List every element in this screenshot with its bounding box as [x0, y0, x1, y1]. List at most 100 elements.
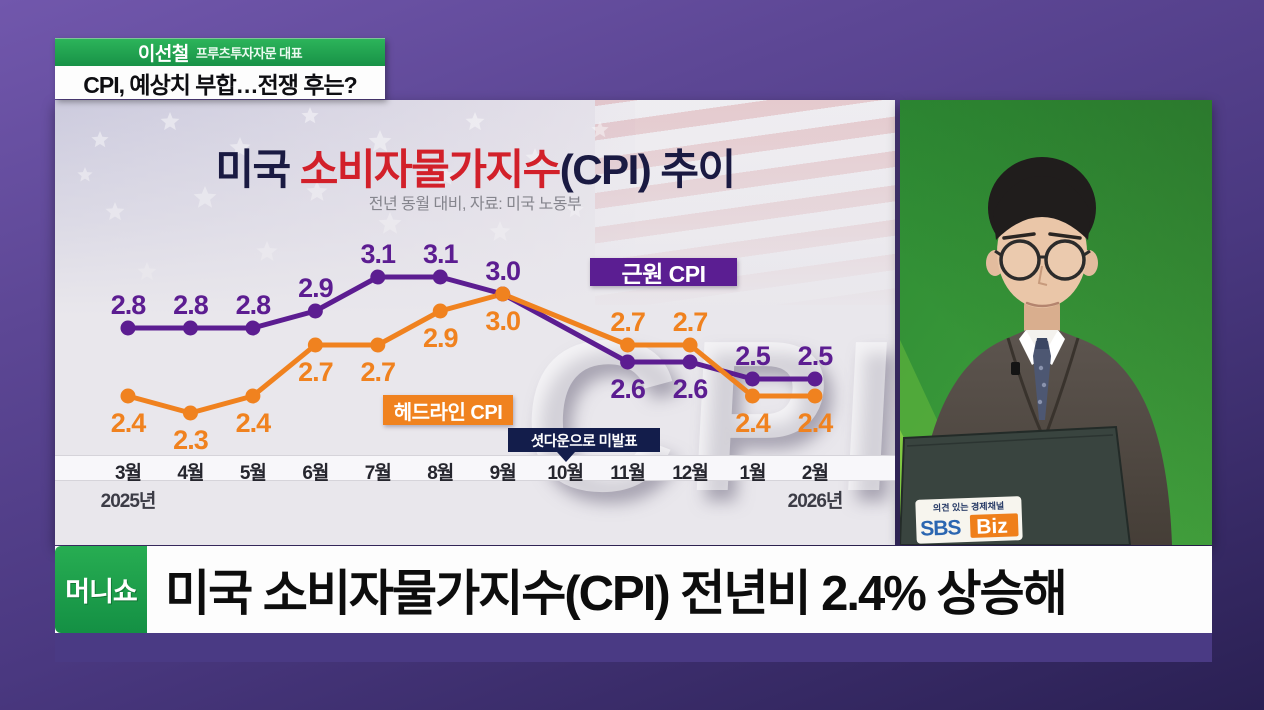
- value-label: 2.4: [735, 408, 771, 438]
- data-point: [745, 371, 760, 387]
- x-tick-11월: 11월: [610, 463, 646, 484]
- glasses-right-lens: [1044, 239, 1086, 281]
- speaker-name-bar: 이선철 프루츠투자자문 대표: [55, 38, 385, 66]
- value-label: 2.3: [173, 425, 209, 455]
- data-point: [807, 371, 823, 387]
- moneyshow-logo: 머니쇼: [55, 546, 147, 633]
- x-axis-year-2026: 2026년: [787, 491, 844, 512]
- topic-text: CPI, 예상치 부합…전쟁 후는?: [83, 71, 357, 98]
- value-label: 2.4: [798, 408, 834, 438]
- x-tick-8월: 8월: [427, 463, 454, 484]
- x-axis-year-2025: 2025년: [100, 491, 157, 512]
- tie-pattern: [1041, 382, 1047, 388]
- studio-video-panel: 의견 있는 경제채널 SBS Biz: [900, 100, 1212, 545]
- laptop: 의견 있는 경제채널 SBS Biz: [900, 425, 1132, 545]
- speaker-job-title: 프루츠투자자문 대표: [195, 46, 303, 61]
- value-label: 2.9: [298, 273, 334, 303]
- flag-fade-overlay: [55, 100, 895, 315]
- data-point: [120, 320, 136, 336]
- data-point: [620, 337, 636, 353]
- x-tick-4월: 4월: [177, 463, 204, 484]
- value-label: 3.1: [361, 239, 397, 269]
- data-point: [620, 354, 636, 370]
- legend-headline-cpi: 헤드라인 CPI: [383, 395, 513, 425]
- data-point: [245, 320, 261, 336]
- data-point: [307, 337, 323, 353]
- topic-bar: CPI, 예상치 부합…전쟁 후는?: [55, 66, 385, 99]
- cpi-chart-panel: CPI 미국 소비자물가지수(CPI) 추이 전년 동월 대비, 자료: 미국 …: [55, 100, 895, 545]
- hair-fringe: [993, 176, 1091, 240]
- data-point: [370, 269, 386, 285]
- chart-title-prefix: 미국: [215, 146, 300, 193]
- tie-pattern: [1038, 365, 1044, 371]
- data-point: [682, 337, 698, 353]
- speaker-banner: 이선철 프루츠투자자문 대표 CPI, 예상치 부합…전쟁 후는?: [55, 38, 385, 99]
- us-flag-watermark: [55, 100, 895, 315]
- value-label: 2.5: [798, 341, 834, 371]
- value-label: 2.6: [610, 374, 646, 404]
- data-point: [182, 405, 198, 421]
- value-label: 2.7: [298, 357, 333, 387]
- data-point: [495, 286, 511, 302]
- moneyshow-logo-text: 머니쇼: [65, 577, 138, 607]
- data-point: [745, 388, 760, 404]
- data-point: [245, 388, 261, 404]
- headline-shadow-strip: [55, 633, 1212, 662]
- value-label: 2.7: [610, 307, 645, 337]
- lavalier-mic: [1011, 362, 1020, 375]
- value-label: 3.0: [485, 256, 520, 286]
- chart-subtitle: 전년 동월 대비, 자료: 미국 노동부: [368, 196, 582, 213]
- x-tick-1월: 1월: [739, 463, 766, 484]
- value-label: 2.6: [673, 374, 709, 404]
- data-point: [370, 337, 386, 353]
- x-tick-3월: 3월: [114, 463, 142, 484]
- x-tick-10월: 10월: [547, 463, 584, 484]
- value-label: 3.1: [423, 239, 459, 269]
- value-label: 2.7: [673, 307, 708, 337]
- x-tick-5월: 5월: [239, 463, 267, 484]
- nose: [1037, 265, 1048, 286]
- eyebrow: [1002, 232, 1036, 240]
- x-tick-7월: 7월: [364, 463, 392, 484]
- glasses-temples: [994, 249, 1091, 257]
- data-point: [807, 388, 823, 404]
- lapel-line: [1045, 337, 1080, 433]
- value-label: 3.0: [485, 306, 520, 336]
- guest-video: 의견 있는 경제채널 SBS Biz: [900, 100, 1212, 545]
- eyebrow: [1048, 232, 1082, 240]
- x-tick-2월: 2월: [801, 463, 829, 484]
- data-point: [307, 303, 323, 319]
- tie-pattern: [1037, 399, 1043, 405]
- value-label: 2.5: [735, 341, 771, 371]
- sbs-biz-sticker: 의견 있는 경제채널 SBS Biz: [915, 496, 1023, 544]
- glasses-left-lens: [999, 239, 1041, 281]
- value-label: 2.8: [173, 290, 209, 320]
- value-label: 2.7: [361, 357, 396, 387]
- tie: [1033, 341, 1051, 420]
- biz-logo-box: [969, 513, 1019, 538]
- legend-core-cpi: 근원 CPI: [590, 258, 737, 287]
- chart-title: 미국 소비자물가지수(CPI) 추이: [55, 136, 895, 197]
- sticker-slogan: 의견 있는 경제채널: [933, 500, 1005, 513]
- shutdown-note: 셧다운으로 미발표: [508, 428, 660, 452]
- x-tick-6월: 6월: [302, 463, 329, 484]
- data-point: [432, 269, 448, 285]
- chart-title-highlight: 소비자물가지수: [299, 146, 561, 193]
- speaker-name: 이선철: [137, 44, 189, 65]
- value-label: 2.4: [236, 408, 272, 438]
- mouth: [1025, 301, 1060, 308]
- value-label: 2.4: [111, 408, 147, 438]
- headline-text: 미국 소비자물가지수(CPI) 전년비 2.4% 상승해: [165, 567, 1068, 621]
- value-label: 2.8: [236, 290, 272, 320]
- x-tick-9월: 9월: [489, 463, 517, 484]
- headline-bar: 머니쇼 미국 소비자물가지수(CPI) 전년비 2.4% 상승해: [55, 546, 1212, 633]
- data-point: [682, 354, 698, 370]
- data-point: [182, 320, 198, 336]
- lapel-line: [1006, 337, 1043, 433]
- chart-title-suffix: (CPI) 추이: [559, 146, 736, 193]
- laptop-edge: [906, 434, 1114, 447]
- data-point: [432, 303, 448, 319]
- tie-knot: [1035, 338, 1049, 349]
- value-label: 2.9: [423, 323, 459, 353]
